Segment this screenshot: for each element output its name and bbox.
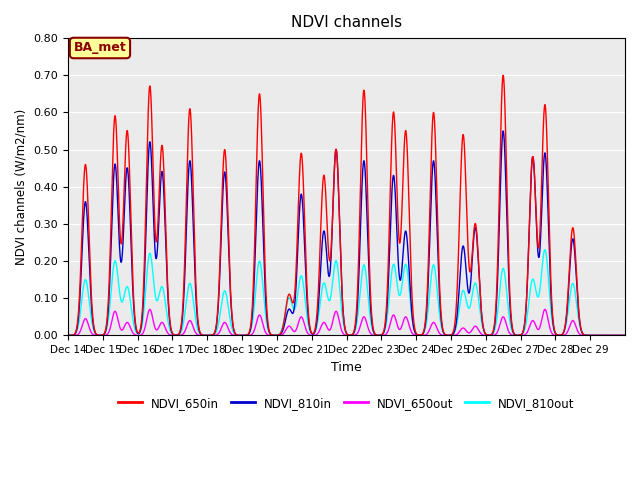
NDVI_810out: [404, 270, 412, 276]
NDVI_650out: [326, 327, 333, 333]
X-axis label: Time: Time: [331, 360, 362, 374]
NDVI_810in: [84, 219, 92, 225]
NDVI_810in: [326, 271, 333, 276]
Y-axis label: NDVI channels (W/m2/nm): NDVI channels (W/m2/nm): [15, 108, 28, 265]
NDVI_810out: [621, 333, 629, 338]
NDVI_810in: [499, 128, 507, 134]
NDVI_810in: [278, 329, 286, 335]
Line: NDVI_650out: NDVI_650out: [68, 310, 625, 336]
Text: BA_met: BA_met: [74, 41, 126, 55]
NDVI_810out: [278, 325, 286, 331]
NDVI_650out: [278, 332, 286, 337]
NDVI_810out: [541, 247, 548, 252]
NDVI_810out: [489, 331, 497, 336]
NDVI_650out: [621, 333, 629, 338]
NDVI_650out: [64, 333, 72, 338]
NDVI_650out: [388, 313, 396, 319]
NDVI_810in: [64, 333, 72, 338]
NDVI_810out: [84, 284, 92, 289]
Legend: NDVI_650in, NDVI_810in, NDVI_650out, NDVI_810out: NDVI_650in, NDVI_810in, NDVI_650out, NDV…: [113, 392, 580, 414]
NDVI_650in: [326, 258, 333, 264]
NDVI_650in: [489, 329, 497, 335]
NDVI_810out: [64, 333, 72, 338]
NDVI_650in: [388, 118, 396, 124]
NDVI_650in: [278, 327, 286, 333]
NDVI_810in: [388, 179, 396, 185]
NDVI_810in: [489, 330, 497, 336]
Line: NDVI_810in: NDVI_810in: [68, 131, 625, 336]
NDVI_650in: [84, 187, 92, 193]
NDVI_650in: [64, 333, 72, 338]
NDVI_810in: [404, 243, 412, 249]
NDVI_650in: [404, 157, 412, 163]
NDVI_810out: [388, 264, 396, 270]
Line: NDVI_810out: NDVI_810out: [68, 250, 625, 336]
Title: NDVI channels: NDVI channels: [291, 15, 402, 30]
NDVI_810in: [621, 333, 629, 338]
NDVI_650out: [84, 319, 92, 324]
NDVI_810out: [326, 297, 333, 303]
NDVI_650out: [404, 317, 412, 323]
NDVI_650in: [621, 333, 629, 338]
NDVI_650out: [489, 333, 497, 338]
NDVI_650in: [499, 72, 507, 78]
Line: NDVI_650in: NDVI_650in: [68, 75, 625, 336]
NDVI_650out: [541, 307, 548, 312]
